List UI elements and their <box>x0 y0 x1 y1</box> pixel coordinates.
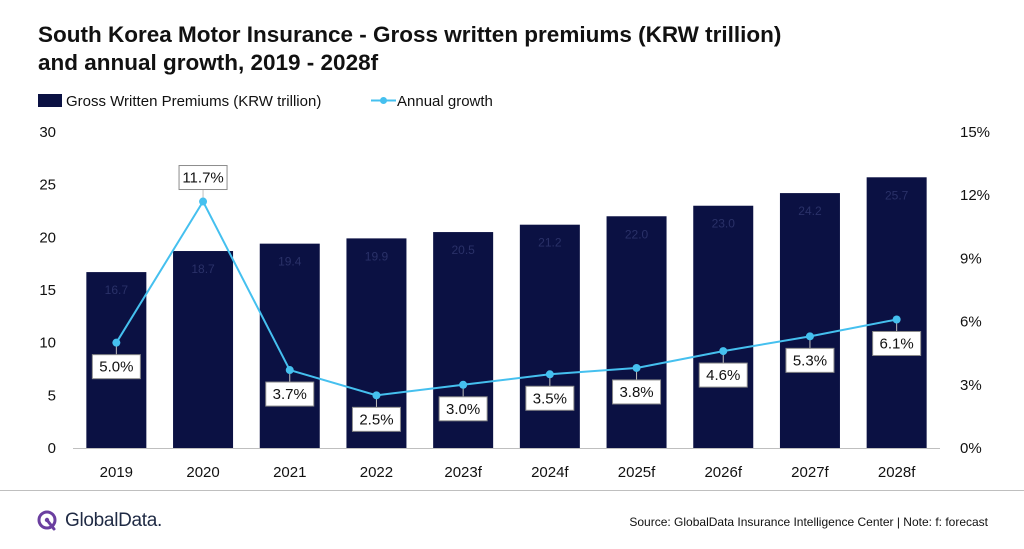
y-left-tick-label: 30 <box>39 124 56 141</box>
growth-label-box <box>91 354 141 380</box>
growth-label-box <box>438 396 488 422</box>
growth-point <box>719 347 728 356</box>
bar-value-label: 21.2 <box>538 236 562 250</box>
y-right-tick-label: 15% <box>960 124 990 141</box>
x-tick-label: 2025f <box>618 464 656 481</box>
growth-data-label: 4.6% <box>706 367 740 384</box>
bar-value-label: 19.4 <box>278 255 302 269</box>
growth-point <box>805 332 814 341</box>
growth-point <box>372 391 381 400</box>
bar-value-label: 20.5 <box>451 243 475 257</box>
growth-data-label: 11.7% <box>182 170 223 187</box>
bar-value-label: 24.2 <box>798 204 822 218</box>
growth-data-label: 2.5% <box>359 411 393 428</box>
growth-point <box>632 363 641 372</box>
footer-divider <box>0 490 1024 491</box>
growth-label-box <box>872 330 922 356</box>
growth-point <box>545 370 554 379</box>
x-tick-label: 2021 <box>273 464 306 481</box>
y-right-tick-label: 9% <box>960 250 982 267</box>
x-tick-label: 2024f <box>531 464 569 481</box>
growth-data-label: 5.0% <box>99 359 133 376</box>
growth-point <box>285 366 294 375</box>
bar-value-label: 22.0 <box>625 227 649 241</box>
chart-title: South Korea Motor Insurance - Gross writ… <box>38 21 998 77</box>
y-left-tick-label: 10 <box>39 335 56 352</box>
bar <box>866 177 927 448</box>
bar-value-label: 25.7 <box>885 188 909 202</box>
x-tick-label: 2026f <box>704 464 742 481</box>
globaldata-logo-icon <box>37 510 57 531</box>
bar <box>259 243 320 448</box>
growth-data-label: 3.5% <box>533 390 567 407</box>
bar-value-label: 18.7 <box>191 262 215 276</box>
growth-label-box <box>351 406 401 432</box>
growth-label-box <box>178 165 228 191</box>
x-tick-label: 2027f <box>791 464 829 481</box>
y-right-tick-label: 12% <box>960 187 990 204</box>
growth-data-label: 6.1% <box>880 335 914 352</box>
growth-label-box <box>698 362 748 388</box>
growth-data-label: 3.0% <box>446 401 480 418</box>
y-left-tick-label: 0 <box>48 440 56 457</box>
bar <box>779 193 840 448</box>
growth-line <box>115 199 897 397</box>
growth-point <box>459 380 468 389</box>
y-right-tick-label: 0% <box>960 440 982 457</box>
bar <box>519 224 580 448</box>
bar <box>173 251 234 448</box>
bar-value-label: 16.7 <box>105 283 129 297</box>
y-left-tick-label: 20 <box>39 229 56 246</box>
bar <box>606 216 667 448</box>
growth-label-box <box>785 347 835 373</box>
source-note: Source: GlobalData Insurance Intelligenc… <box>629 515 988 529</box>
growth-label-box <box>525 385 575 411</box>
growth-point <box>112 338 121 347</box>
bar-value-label: 23.0 <box>712 217 736 231</box>
legend-swatch-bars <box>38 94 62 107</box>
growth-label-box <box>265 381 315 407</box>
x-tick-label: 2028f <box>878 464 916 481</box>
x-tick-label: 2022 <box>360 464 393 481</box>
growth-label-box <box>612 379 662 405</box>
growth-data-label: 3.8% <box>619 384 653 401</box>
legend-label-bars: Gross Written Premiums (KRW trillion) <box>66 93 321 110</box>
bar <box>693 205 754 448</box>
chart-title-line1: South Korea Motor Insurance - Gross writ… <box>38 22 782 47</box>
x-tick-label: 2019 <box>100 464 133 481</box>
bar-value-label: 19.9 <box>365 249 389 263</box>
growth-point <box>199 197 208 206</box>
logo-text: GlobalData. <box>65 510 163 531</box>
y-right-tick-label: 3% <box>960 377 982 394</box>
y-left-tick-label: 5 <box>48 387 56 404</box>
y-right-tick-label: 6% <box>960 314 982 331</box>
growth-data-label: 3.7% <box>273 386 307 403</box>
y-left-tick-label: 25 <box>39 177 56 194</box>
legend-label-line: Annual growth <box>397 93 493 110</box>
chart-canvas: Gross Written Premiums (KRW trillion) Ann… <box>38 93 990 481</box>
growth-point <box>892 315 901 324</box>
chart-title-line2: and annual growth, 2019 - 2028f <box>38 50 379 75</box>
legend-marker-line <box>380 97 387 104</box>
y-left-tick-label: 15 <box>39 282 56 299</box>
x-tick-label: 2020 <box>186 464 219 481</box>
growth-data-label: 5.3% <box>793 352 827 369</box>
x-tick-label: 2023f <box>444 464 482 481</box>
globaldata-logo: GlobalData. <box>36 509 162 533</box>
